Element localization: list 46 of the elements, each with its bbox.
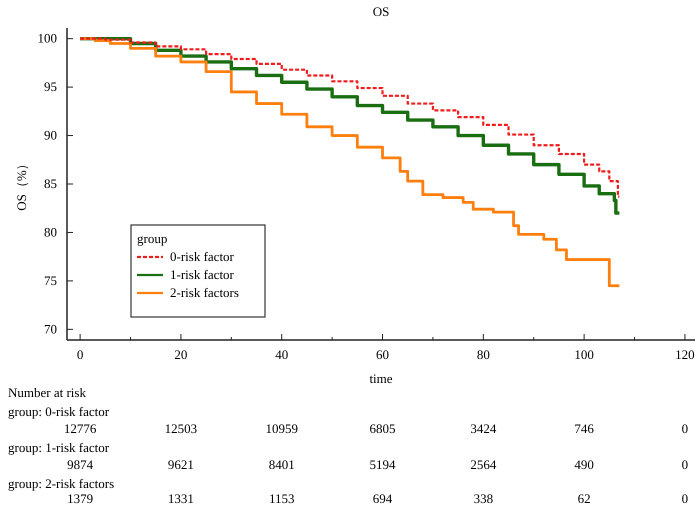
legend-label: 2-risk factors — [170, 285, 239, 300]
x-tick-label: 40 — [275, 347, 288, 362]
text: Number at risk — [8, 385, 86, 400]
text: 490 — [574, 457, 594, 472]
text: 9874 — [67, 457, 94, 472]
x-tick-label: 80 — [476, 347, 490, 362]
text: 9621 — [168, 457, 194, 472]
chart-title: OS — [372, 4, 390, 19]
x-tick-label: 0 — [76, 347, 84, 362]
text: 1379 — [67, 491, 94, 505]
text: 5194 — [370, 457, 396, 472]
text: 3424 — [470, 421, 497, 436]
text: 0 — [682, 421, 688, 436]
text: 2564 — [470, 457, 497, 472]
text: 1331 — [168, 491, 194, 505]
text: 694 — [372, 491, 393, 505]
text: 12503 — [164, 421, 198, 436]
text: 6805 — [370, 421, 396, 436]
text: 8401 — [268, 457, 295, 472]
text: 10959 — [265, 421, 298, 436]
x-axis-title: time — [369, 371, 393, 386]
x-tick-label: 60 — [376, 347, 390, 362]
legend-label: 1-risk factor — [170, 267, 235, 282]
x-tick-label: 120 — [675, 347, 695, 362]
legend-label: 0-risk factor — [170, 249, 235, 264]
text: 746 — [574, 421, 594, 436]
x-tick-label: 20 — [174, 347, 188, 362]
text: 12776 — [64, 421, 97, 436]
text: 0 — [682, 491, 688, 505]
y-tick-label: 100 — [38, 30, 57, 46]
text: group: 2-risk factors — [8, 476, 114, 491]
y-tick-label: 80 — [44, 224, 57, 240]
text: 0 — [682, 457, 688, 472]
y-tick-label: 70 — [44, 321, 57, 336]
text: 1153 — [268, 491, 294, 505]
text: 62 — [578, 491, 591, 505]
y-tick-label: 75 — [44, 272, 57, 288]
text: group: 1-risk factor — [8, 440, 110, 455]
y-axis-title: OS（%） — [14, 157, 29, 211]
y-tick-label: 95 — [44, 79, 57, 94]
text: group: 0-risk factor — [8, 404, 110, 419]
y-tick-label: 85 — [44, 176, 57, 191]
legend-title: group — [137, 231, 168, 246]
text: 338 — [474, 491, 494, 505]
x-tick-label: 100 — [574, 347, 594, 362]
y-tick-label: 90 — [44, 128, 57, 143]
